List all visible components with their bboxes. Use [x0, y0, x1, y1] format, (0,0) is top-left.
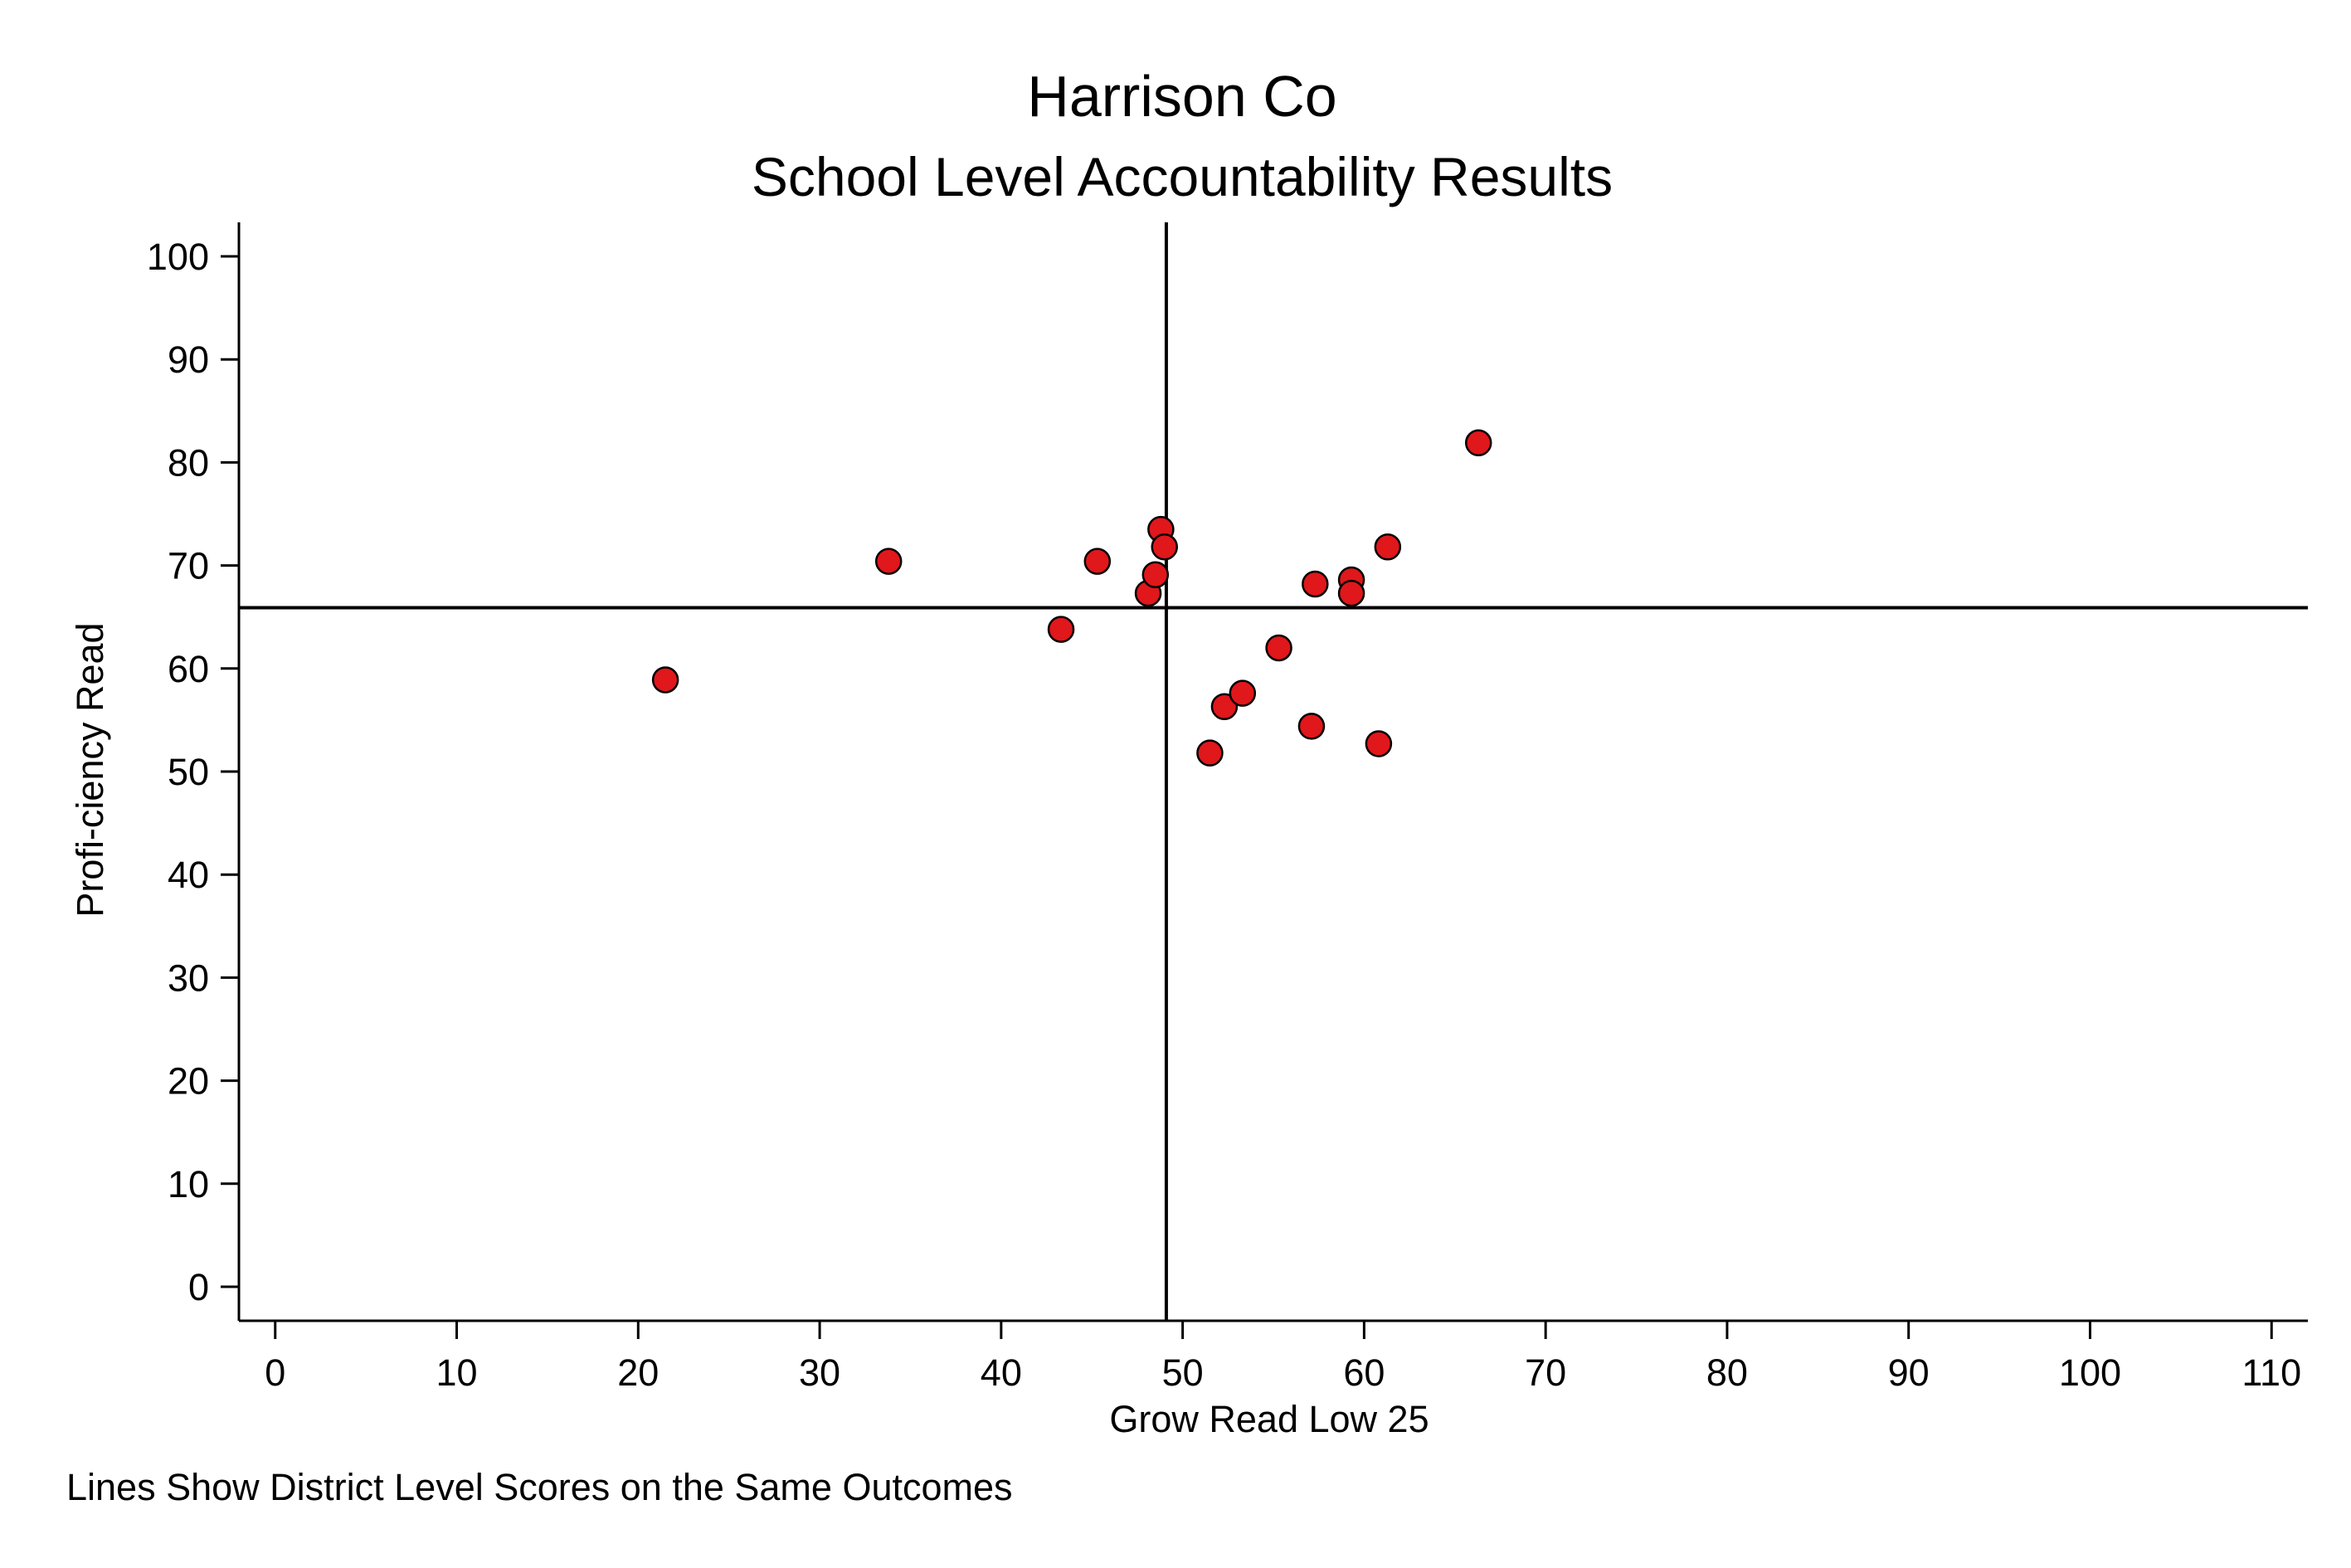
- chart-subtitle: School Level Accountability Results: [752, 146, 1613, 207]
- x-tick-label: 50: [1162, 1351, 1204, 1394]
- y-tick-label: 80: [168, 441, 209, 484]
- school-data-point: [1047, 616, 1075, 643]
- x-tick-label: 110: [2241, 1351, 2301, 1394]
- school-data-point: [1297, 713, 1326, 740]
- x-tick-label: 20: [617, 1351, 659, 1394]
- y-tick-label: 50: [168, 751, 209, 793]
- x-tick-label: 90: [1888, 1351, 1930, 1394]
- x-tick-label: 0: [265, 1351, 285, 1394]
- school-data-point: [1302, 570, 1329, 598]
- chart-title: Harrison Co: [1027, 64, 1336, 129]
- y-tick-label: 30: [168, 957, 209, 999]
- x-tick-label: 100: [2059, 1351, 2121, 1394]
- school-data-point: [1365, 730, 1393, 757]
- school-data-point: [1374, 533, 1402, 561]
- x-axis: 0 10 20 30 40 50 60 70 80 90 100 110: [239, 1319, 2308, 1394]
- y-tick-label: 60: [168, 648, 209, 690]
- school-data-point: [1464, 429, 1492, 457]
- y-axis-title: Profi-ciency Read: [69, 622, 111, 917]
- x-tick-label: 80: [1706, 1351, 1748, 1394]
- district-reference-lines: [239, 222, 2308, 1321]
- school-data-point: [651, 666, 679, 694]
- y-tick-label: 40: [168, 854, 209, 896]
- y-axis: 0 10 20 30 40 50 60 70 80 90 100: [147, 222, 241, 1321]
- x-tick-label: 60: [1343, 1351, 1385, 1394]
- data-points: [651, 429, 1492, 767]
- school-data-point: [1196, 739, 1224, 767]
- school-data-point: [1265, 634, 1292, 662]
- y-tick-label: 100: [147, 236, 209, 278]
- chart-note: Lines Show District Level Scores on the …: [66, 1466, 1013, 1508]
- y-tick-label: 70: [168, 545, 209, 587]
- x-tick-label: 40: [981, 1351, 1022, 1394]
- school-data-point: [874, 548, 903, 575]
- school-data-point: [1151, 533, 1178, 561]
- school-data-point: [1337, 579, 1365, 607]
- school-data-point: [1229, 679, 1257, 707]
- y-tick-label: 0: [188, 1266, 209, 1308]
- school-data-point: [1141, 561, 1170, 589]
- school-data-point: [1083, 548, 1112, 575]
- y-tick-label: 90: [168, 338, 209, 381]
- y-tick-label: 20: [168, 1060, 209, 1103]
- x-tick-label: 70: [1525, 1351, 1566, 1394]
- x-tick-label: 30: [799, 1351, 840, 1394]
- x-axis-title: Grow Read Low 25: [1109, 1398, 1429, 1440]
- school-data-point: [1210, 693, 1239, 721]
- x-tick-label: 10: [436, 1351, 477, 1394]
- y-tick-label: 10: [168, 1163, 209, 1205]
- plot-area: 0 10 20 30 40 50 60 70 80 90 100 0 10 20 30 40 50 60 70 80…: [147, 222, 2308, 1394]
